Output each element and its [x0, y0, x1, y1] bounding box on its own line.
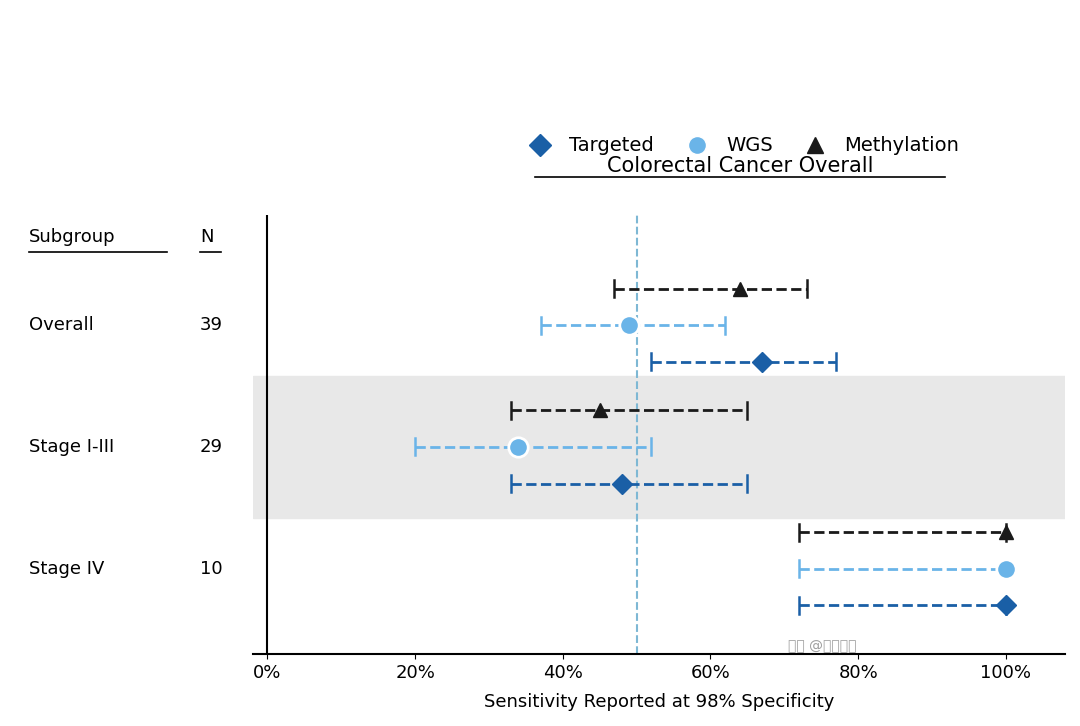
- Text: 知乎 @上山若随: 知乎 @上山若随: [788, 640, 856, 653]
- Bar: [253, 376, 1065, 518]
- Legend: Targeted, WGS, Methylation: Targeted, WGS, Methylation: [513, 129, 968, 163]
- Text: 29: 29: [200, 438, 222, 456]
- Text: Subgroup: Subgroup: [29, 228, 116, 246]
- Text: Stage I-III: Stage I-III: [29, 438, 114, 456]
- Text: Stage IV: Stage IV: [29, 560, 105, 578]
- Text: Overall: Overall: [29, 316, 94, 334]
- Text: 39: 39: [200, 316, 222, 334]
- X-axis label: Sensitivity Reported at 98% Specificity: Sensitivity Reported at 98% Specificity: [484, 693, 834, 711]
- Text: N: N: [200, 228, 214, 246]
- Text: 10: 10: [200, 560, 222, 578]
- Text: Colorectal Cancer Overall: Colorectal Cancer Overall: [607, 156, 874, 176]
